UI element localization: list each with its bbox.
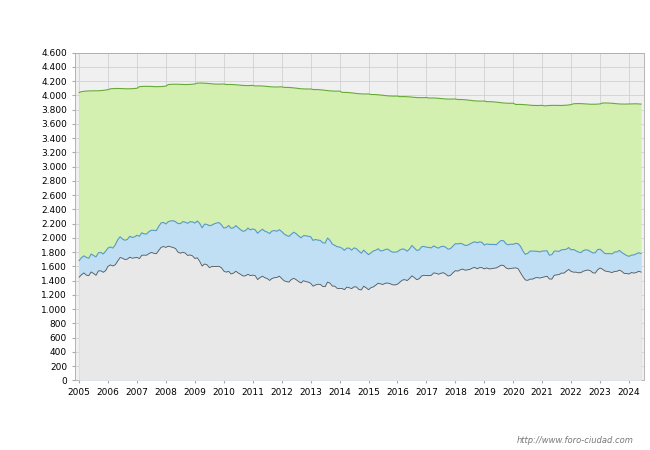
Text: http://www.foro-ciudad.com: http://www.foro-ciudad.com [517,436,634,445]
Text: Tarazona de la Mancha - Evolucion de la poblacion en edad de Trabajar Mayo de 20: Tarazona de la Mancha - Evolucion de la … [85,17,565,27]
